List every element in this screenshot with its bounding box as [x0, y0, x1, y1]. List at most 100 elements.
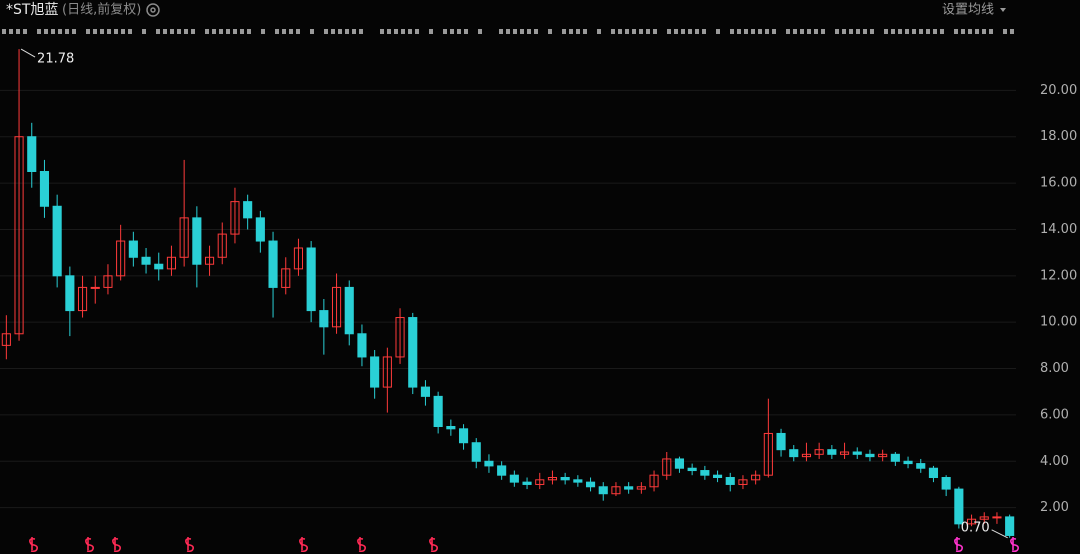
candle: [890, 452, 900, 466]
candle: [547, 470, 558, 485]
candle: [674, 456, 685, 473]
candle: [509, 470, 519, 487]
candle: [814, 442, 824, 459]
candle: [77, 275, 88, 318]
candle-body: [890, 453, 900, 462]
info-marker: [86, 29, 90, 34]
info-marker: [51, 29, 55, 34]
info-marker: [891, 29, 895, 34]
candle: [268, 231, 278, 318]
candle: [852, 447, 862, 459]
candle: [1, 315, 11, 360]
dividend-icon: [357, 537, 366, 553]
info-marker: [380, 29, 384, 34]
info-marker: [744, 29, 748, 34]
candle-body: [852, 451, 862, 455]
annotation-arrow: [991, 529, 1008, 539]
info-marker: [408, 29, 412, 34]
info-marker: [548, 29, 552, 34]
info-marker: [240, 29, 244, 34]
candle-body: [192, 217, 202, 265]
info-marker: [856, 29, 860, 34]
candle: [408, 312, 418, 395]
candle-body: [255, 217, 265, 242]
candle: [725, 472, 735, 492]
info-marker: [695, 29, 699, 34]
candle-body: [522, 481, 532, 485]
candle-body: [204, 256, 215, 265]
info-marker: [72, 29, 76, 34]
info-marker: [191, 29, 195, 34]
candle-body: [344, 286, 354, 335]
info-marker: [597, 29, 601, 34]
candle-body: [700, 470, 710, 476]
dividend-icon: [112, 537, 121, 553]
dividend-icon: [85, 537, 94, 553]
candle-body: [763, 432, 773, 476]
candle: [458, 424, 469, 450]
info-marker: [2, 29, 6, 34]
info-marker: [786, 29, 790, 34]
info-marker: [338, 29, 342, 34]
ma-button[interactable]: 设置均线: [942, 3, 994, 18]
candle: [738, 475, 748, 490]
candle-body: [954, 488, 964, 525]
info-marker: [751, 29, 755, 34]
candle: [801, 442, 812, 462]
candle-body: [141, 256, 151, 265]
info-marker: [730, 29, 734, 34]
candle: [941, 475, 951, 497]
candle: [103, 264, 113, 295]
candle: [141, 248, 151, 274]
info-marker: [394, 29, 398, 34]
dropdown-arrow: [1000, 8, 1006, 12]
candle-body: [217, 233, 227, 258]
info-marker: [646, 29, 650, 34]
candle-body: [497, 465, 507, 476]
candle-body: [408, 317, 418, 388]
info-marker: [170, 29, 174, 34]
info-marker: [912, 29, 916, 34]
chart-subtitle: (日线,前复权): [62, 2, 141, 18]
candle: [319, 299, 329, 355]
candle: [27, 122, 37, 188]
candle-body: [471, 442, 481, 462]
candle: [878, 449, 888, 462]
candle: [497, 461, 507, 480]
info-marker: [569, 29, 573, 34]
info-marker: [814, 29, 818, 34]
candle-body: [103, 275, 113, 288]
info-marker: [863, 29, 867, 34]
info-marker: [289, 29, 293, 34]
info-marker: [800, 29, 804, 34]
info-marker: [310, 29, 314, 34]
candle-body: [751, 474, 761, 481]
info-marker: [1010, 29, 1014, 34]
candle-body: [331, 286, 342, 328]
info-marker: [765, 29, 769, 34]
info-marker: [58, 29, 62, 34]
candle: [357, 324, 367, 367]
info-marker: [926, 29, 930, 34]
info-marker: [261, 29, 265, 34]
candle: [827, 445, 837, 459]
candle: [446, 419, 456, 436]
candle: [687, 463, 697, 476]
candle-body: [116, 240, 126, 277]
y-tick-label: 14.00: [1040, 222, 1077, 237]
info-marker: [870, 29, 874, 34]
y-tick-label: 20.00: [1040, 83, 1077, 98]
info-marker: [443, 29, 447, 34]
info-marker: [499, 29, 503, 34]
annotation-arrow: [20, 48, 36, 58]
candle: [382, 347, 392, 413]
settings-icon[interactable]: [146, 3, 160, 17]
candle: [662, 452, 672, 480]
info-marker: [9, 29, 13, 34]
candle: [255, 210, 265, 253]
info-marker: [989, 29, 993, 34]
candle-body: [776, 432, 786, 451]
candle: [954, 486, 964, 529]
